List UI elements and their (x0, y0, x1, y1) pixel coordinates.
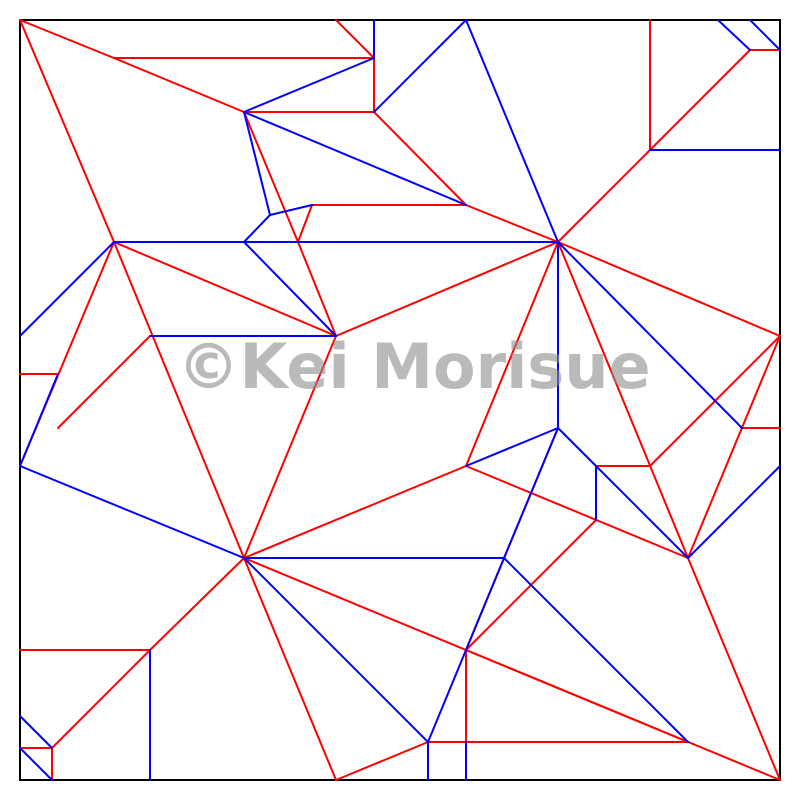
valley-folds (19, 19, 781, 781)
watermark: ©Kei Morisue (177, 330, 650, 403)
